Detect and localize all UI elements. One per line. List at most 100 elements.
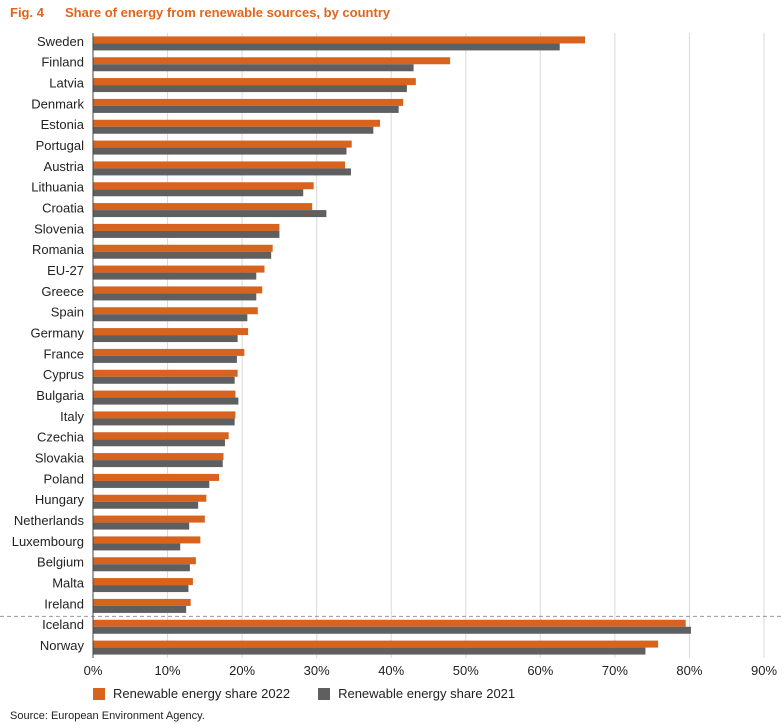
x-tick-label-50: 50%: [453, 663, 479, 678]
bar-2022-romania: [93, 244, 273, 252]
bar-2022-slovenia: [93, 223, 280, 231]
bar-2021-romania: [93, 251, 272, 259]
bar-2022-spain: [93, 307, 258, 315]
category-label-spain: Spain: [51, 305, 84, 320]
bar-2022-eu-27: [93, 265, 265, 273]
legend-swatch-2021: [318, 687, 331, 700]
category-label-croatia: Croatia: [42, 201, 85, 216]
category-label-italy: Italy: [60, 409, 84, 424]
bar-2021-sweden: [93, 43, 560, 51]
x-tick-label-0: 0%: [84, 663, 103, 678]
bar-2021-poland: [93, 480, 210, 488]
category-label-sweden: Sweden: [37, 34, 84, 49]
bar-2021-eu-27: [93, 272, 257, 280]
bar-2021-finland: [93, 64, 414, 72]
category-label-france: France: [44, 346, 84, 361]
category-label-poland: Poland: [44, 471, 84, 486]
legend-label-2022: Renewable energy share 2022: [113, 686, 291, 701]
x-tick-label-90: 90%: [751, 663, 777, 678]
bar-2022-latvia: [93, 78, 416, 86]
bar-2022-czechia: [93, 432, 229, 440]
legend-item-2021: Renewable energy share 2021: [318, 686, 515, 701]
legend-label-2021: Renewable energy share 2021: [338, 686, 516, 701]
category-label-austria: Austria: [44, 159, 85, 174]
chart-title: Share of energy from renewable sources, …: [65, 5, 391, 20]
category-label-belgium: Belgium: [37, 555, 84, 570]
bar-2022-luxembourg: [93, 536, 201, 544]
x-tick-label-80: 80%: [676, 663, 702, 678]
bar-2022-austria: [93, 161, 345, 169]
category-label-lithuania: Lithuania: [31, 180, 85, 195]
x-tick-label-30: 30%: [304, 663, 330, 678]
category-label-finland: Finland: [41, 55, 84, 70]
category-label-malta: Malta: [52, 576, 85, 591]
category-label-bulgaria: Bulgaria: [36, 388, 84, 403]
category-label-greece: Greece: [41, 284, 84, 299]
category-label-slovakia: Slovakia: [35, 451, 85, 466]
bar-2022-france: [93, 348, 245, 356]
category-label-romania: Romania: [32, 242, 85, 257]
bar-2021-czechia: [93, 439, 225, 447]
bar-2021-slovenia: [93, 230, 280, 238]
bar-2022-sweden: [93, 36, 586, 44]
category-label-luxembourg: Luxembourg: [12, 534, 84, 549]
bar-2021-bulgaria: [93, 397, 239, 405]
bar-2022-ireland: [93, 598, 191, 606]
bar-2021-ireland: [93, 605, 187, 613]
source-note: Source: European Environment Agency.: [10, 710, 205, 722]
bar-2021-portugal: [93, 147, 347, 155]
bar-2021-denmark: [93, 105, 399, 113]
bar-2022-belgium: [93, 557, 196, 565]
figure-header: Fig. 4 Share of energy from renewable sou…: [10, 5, 390, 20]
category-label-cyprus: Cyprus: [43, 367, 85, 382]
bar-2022-germany: [93, 328, 249, 336]
category-label-hungary: Hungary: [35, 492, 85, 507]
bar-2022-denmark: [93, 98, 404, 106]
bar-2021-lithuania: [93, 189, 304, 197]
bar-2022-finland: [93, 57, 451, 65]
x-tick-label-40: 40%: [378, 663, 404, 678]
bar-2022-bulgaria: [93, 390, 236, 398]
bar-2022-malta: [93, 578, 193, 586]
bar-2021-austria: [93, 168, 351, 176]
bar-2021-netherlands: [93, 522, 190, 530]
bar-2022-italy: [93, 411, 236, 419]
legend-swatch-2022: [93, 687, 105, 700]
category-label-eu-27: EU-27: [47, 263, 84, 278]
bar-2022-netherlands: [93, 515, 205, 523]
x-tick-label-70: 70%: [602, 663, 628, 678]
bar-2022-cyprus: [93, 369, 238, 377]
figure-number: Fig. 4: [10, 5, 44, 20]
bar-2021-cyprus: [93, 376, 235, 384]
category-label-netherlands: Netherlands: [14, 513, 85, 528]
legend-item-2022: Renewable energy share 2022: [93, 686, 290, 701]
bar-2021-hungary: [93, 501, 199, 509]
bar-2021-belgium: [93, 564, 190, 572]
bar-2021-estonia: [93, 126, 374, 134]
bar-2022-norway: [93, 640, 659, 648]
x-tick-label-20: 20%: [229, 663, 255, 678]
category-label-estonia: Estonia: [41, 117, 85, 132]
bar-2021-luxembourg: [93, 543, 181, 551]
bar-2022-iceland: [93, 619, 686, 627]
category-label-denmark: Denmark: [31, 96, 84, 111]
category-label-iceland: Iceland: [42, 617, 84, 632]
category-label-czechia: Czechia: [37, 430, 85, 445]
bar-2022-portugal: [93, 140, 352, 148]
x-tick-label-60: 60%: [527, 663, 553, 678]
bar-2022-hungary: [93, 494, 207, 502]
bar-2022-croatia: [93, 203, 313, 211]
bar-2021-malta: [93, 585, 189, 593]
bar-2022-greece: [93, 286, 263, 294]
bar-2022-lithuania: [93, 182, 314, 190]
bar-2021-france: [93, 355, 237, 363]
category-label-norway: Norway: [40, 638, 85, 653]
bar-2021-slovakia: [93, 460, 223, 468]
bar-2022-poland: [93, 473, 219, 481]
bar-2022-estonia: [93, 119, 381, 127]
bar-2021-norway: [93, 647, 646, 655]
category-label-slovenia: Slovenia: [34, 221, 85, 236]
bar-2021-greece: [93, 293, 257, 301]
bar-2021-germany: [93, 335, 238, 343]
